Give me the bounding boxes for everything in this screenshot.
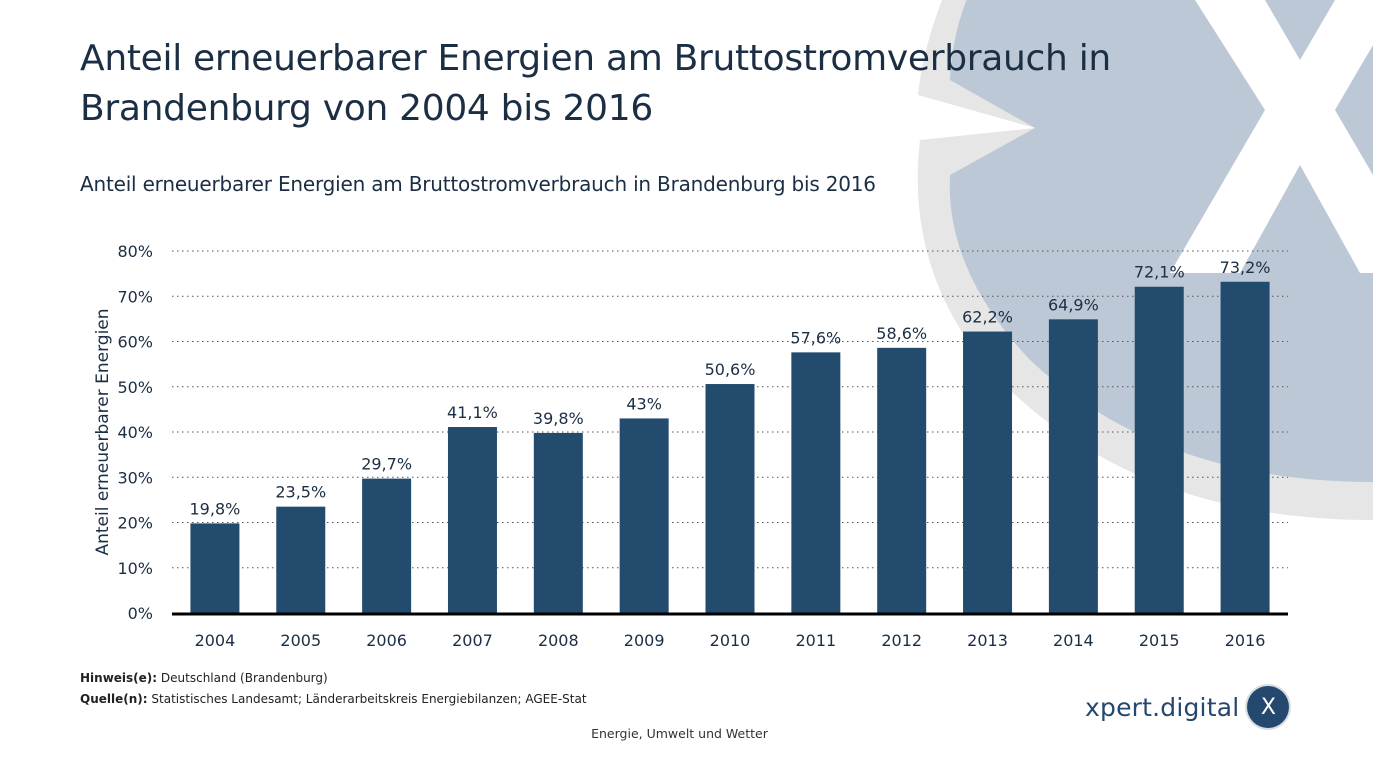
logo-text: xpert.digital xyxy=(1085,692,1240,722)
x-tick-label: 2010 xyxy=(710,631,751,650)
hint-line: Hinweis(e): Deutschland (Brandenburg) xyxy=(80,668,587,689)
data-label: 57,6% xyxy=(790,328,841,347)
data-label: 73,2% xyxy=(1220,258,1271,277)
y-axis-ticks: 0% 10% 20% 30% 40% 50% 60% 70% 80% xyxy=(117,242,153,623)
bar xyxy=(447,427,497,613)
bar xyxy=(619,418,669,613)
data-labels: 19,8% 23,5% 29,7% 41,1% 39,8% 43% 50,6% 57,6% 58… xyxy=(190,258,1271,519)
x-tick-label: 2005 xyxy=(280,631,321,650)
bars xyxy=(190,281,1270,613)
page-title: Anteil erneuerbarer Energien am Bruttost… xyxy=(80,38,1111,129)
data-label: 72,1% xyxy=(1134,263,1185,282)
hint-label: Hinweis(e): xyxy=(80,671,158,685)
data-label: 58,6% xyxy=(876,324,927,343)
hint-text: Deutschland (Brandenburg) xyxy=(160,671,328,685)
chart-subtitle: Anteil erneuerbarer Energien am Bruttost… xyxy=(80,172,876,196)
data-label: 62,2% xyxy=(962,308,1013,327)
bar xyxy=(877,347,927,613)
y-tick-label: 0% xyxy=(128,604,153,623)
chart-notes: Hinweis(e): Deutschland (Brandenburg) Qu… xyxy=(80,668,587,710)
data-label: 43% xyxy=(626,394,662,413)
x-tick-label: 2008 xyxy=(538,631,579,650)
footer-category: Energie, Umwelt und Wetter xyxy=(591,726,768,741)
source-text: Statistisches Landesamt; Länderarbeitskr… xyxy=(151,692,587,706)
bar xyxy=(1134,286,1184,613)
y-tick-label: 60% xyxy=(117,333,153,352)
x-tick-label: 2016 xyxy=(1225,631,1266,650)
y-tick-label: 30% xyxy=(117,468,153,487)
x-tick-label: 2012 xyxy=(881,631,922,650)
decor-x-letter-icon xyxy=(1170,0,1373,273)
x-tick-label: 2006 xyxy=(366,631,407,650)
bar xyxy=(1220,281,1270,613)
data-label: 19,8% xyxy=(190,499,241,518)
source-line: Quelle(n): Statistisches Landesamt; Länd… xyxy=(80,689,587,710)
xpert-x-badge-icon: X xyxy=(1247,686,1290,728)
x-axis-ticks: 2004 2005 2006 2007 2008 2009 2010 2011 2012 2013… xyxy=(195,631,1266,650)
y-tick-label: 50% xyxy=(117,378,153,397)
x-tick-label: 2014 xyxy=(1053,631,1094,650)
bar xyxy=(791,352,841,613)
y-axis-title: Anteil erneuerbarer Energien xyxy=(93,308,113,555)
source-label: Quelle(n): xyxy=(80,692,148,706)
x-tick-label: 2004 xyxy=(195,631,236,650)
data-label: 64,9% xyxy=(1048,295,1099,314)
data-label: 23,5% xyxy=(275,483,326,502)
data-label: 39,8% xyxy=(533,409,584,428)
x-tick-label: 2011 xyxy=(795,631,836,650)
y-tick-label: 10% xyxy=(117,559,153,578)
bar xyxy=(1048,319,1098,613)
y-tick-label: 70% xyxy=(117,287,153,306)
x-tick-label: 2015 xyxy=(1139,631,1180,650)
data-label: 50,6% xyxy=(705,360,756,379)
y-tick-label: 40% xyxy=(117,423,153,442)
bar xyxy=(963,331,1013,613)
gridlines xyxy=(172,250,1288,569)
x-tick-label: 2013 xyxy=(967,631,1008,650)
bar xyxy=(533,432,583,613)
bar xyxy=(190,523,240,613)
bar xyxy=(362,478,412,613)
x-tick-label: 2009 xyxy=(624,631,665,650)
data-label: 29,7% xyxy=(361,455,412,474)
bar xyxy=(276,506,326,613)
y-tick-label: 20% xyxy=(117,514,153,533)
y-tick-label: 80% xyxy=(117,242,153,261)
bar xyxy=(705,384,755,613)
data-label: 41,1% xyxy=(447,403,498,422)
xpert-digital-logo[interactable]: xpert.digital X xyxy=(1085,686,1290,728)
x-tick-label: 2007 xyxy=(452,631,493,650)
